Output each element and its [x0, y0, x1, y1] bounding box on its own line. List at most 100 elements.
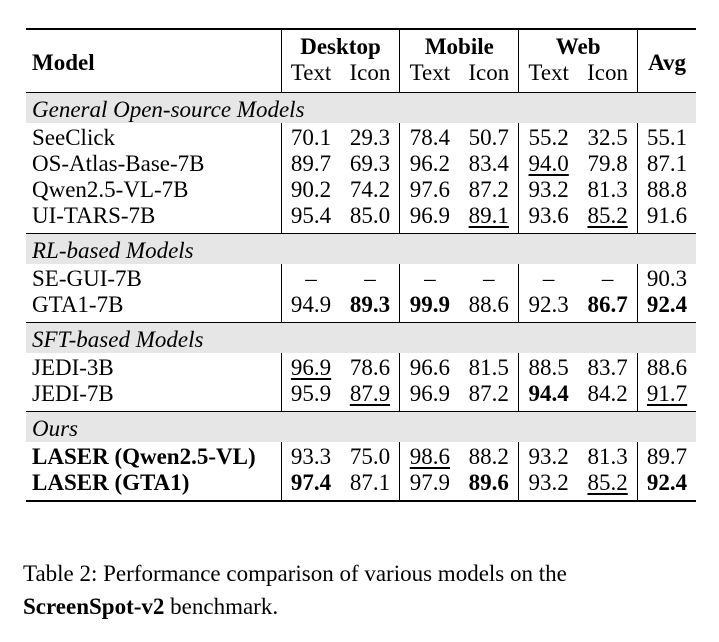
score-cell: 78.6 — [340, 353, 399, 381]
score-value: 89.1 — [468, 203, 509, 228]
score-value: – — [601, 266, 614, 291]
score-value: 74.2 — [349, 177, 391, 202]
score-value: 96.2 — [409, 151, 450, 176]
score-value: 98.6 — [409, 444, 450, 469]
score-cell: 88.8 — [637, 177, 696, 203]
score-cell: 81.5 — [459, 353, 518, 381]
score-cell: – — [459, 264, 518, 292]
score-cell: – — [399, 264, 460, 292]
model-name: LASER (GTA1) — [26, 470, 282, 502]
score-cell: 95.9 — [280, 381, 341, 412]
score-value: 89.7 — [646, 444, 688, 469]
score-cell: 85.2 — [578, 470, 638, 502]
score-cell: 89.1 — [459, 203, 518, 234]
score-value: 99.9 — [409, 292, 450, 317]
score-cell: 81.3 — [578, 177, 637, 203]
header-desktop-icon: Icon — [349, 60, 391, 85]
model-name: JEDI-3B — [32, 355, 114, 380]
score-cell: 97.9 — [399, 470, 460, 502]
table-row: LASER (Qwen2.5-VL) 93.3 75.0 98.6 88.2 93.2 81… — [26, 442, 696, 470]
model-name: SeeClick — [32, 125, 116, 150]
score-cell: 86.7 — [578, 292, 637, 323]
score-cell: 96.9 — [280, 353, 341, 381]
score-value: 75.0 — [349, 444, 391, 469]
section-title: RL-based Models — [26, 233, 696, 264]
score-value: 84.2 — [587, 381, 628, 406]
score-cell: 88.6 — [459, 292, 518, 323]
table-caption: Table 2: Performance comparison of vario… — [23, 557, 693, 623]
score-value: 88.5 — [528, 355, 569, 380]
score-value: 94.9 — [290, 292, 332, 317]
score-cell: 55.1 — [637, 123, 696, 151]
header-mobile: Mobile — [399, 28, 519, 60]
score-cell: 96.9 — [399, 203, 460, 234]
score-cell: 92.3 — [518, 292, 579, 323]
score-value: – — [424, 266, 436, 291]
score-value: 93.2 — [528, 177, 569, 202]
score-cell: 89.3 — [340, 292, 399, 323]
score-value: 89.6 — [468, 470, 509, 495]
score-value: 81.5 — [468, 355, 509, 380]
score-value: 86.7 — [587, 292, 628, 317]
score-value: 88.8 — [646, 177, 688, 202]
score-value: 97.4 — [290, 470, 332, 495]
score-cell: 92.4 — [637, 470, 696, 502]
score-value: 94.4 — [528, 381, 569, 406]
score-cell: 87.2 — [459, 381, 518, 412]
score-cell: 96.9 — [399, 381, 460, 412]
score-value: 32.5 — [587, 125, 628, 150]
score-cell: 83.4 — [459, 151, 518, 177]
score-cell: 94.4 — [518, 381, 579, 412]
score-cell: 84.2 — [578, 381, 637, 412]
header-desktop: Desktop — [280, 28, 400, 60]
section-title: SFT-based Models — [26, 322, 696, 353]
score-value: 55.1 — [646, 125, 688, 150]
score-value: 70.1 — [290, 125, 332, 150]
score-value: – — [364, 266, 376, 291]
score-cell: 32.5 — [578, 123, 637, 151]
score-value: 85.0 — [349, 203, 391, 228]
score-value: 50.7 — [468, 125, 509, 150]
score-cell: 79.8 — [578, 151, 637, 177]
score-value: 93.3 — [290, 444, 332, 469]
score-value: 97.9 — [409, 470, 450, 495]
score-value: 87.1 — [349, 470, 391, 495]
score-cell: 83.7 — [578, 353, 637, 381]
score-cell: 88.5 — [518, 353, 579, 381]
score-cell: 85.2 — [578, 203, 637, 234]
score-value: – — [483, 266, 495, 291]
score-value: 95.9 — [290, 381, 332, 406]
score-cell: 29.3 — [340, 123, 399, 151]
score-value: 81.3 — [587, 177, 628, 202]
score-cell: 90.2 — [280, 177, 341, 203]
score-value: 55.2 — [528, 125, 569, 150]
score-cell: 89.7 — [280, 151, 341, 177]
score-cell: 91.7 — [637, 381, 696, 412]
score-cell: 75.0 — [340, 442, 399, 470]
table-row: JEDI-7B 95.9 87.9 96.9 87.2 94.4 84.2 91.7 — [26, 381, 696, 412]
results-table: Model Desktop Mobile Web Avg Text Icon T… — [26, 28, 696, 502]
score-cell: 93.3 — [280, 442, 341, 470]
model-name: OS-Atlas-Base-7B — [32, 151, 205, 176]
header-model: Model — [26, 28, 282, 93]
score-value: – — [305, 266, 317, 291]
score-value: – — [542, 266, 555, 291]
score-cell: 78.4 — [399, 123, 460, 151]
score-value: 92.4 — [646, 292, 688, 317]
score-cell: 87.9 — [340, 381, 399, 412]
score-cell: 96.2 — [399, 151, 460, 177]
section-title: Ours — [26, 411, 696, 442]
header-mobile-text: Text — [399, 60, 460, 93]
header-web: Web — [518, 28, 638, 60]
section-header-row: SFT-based Models — [26, 322, 696, 353]
model-name: UI-TARS-7B — [32, 203, 156, 228]
score-value: 87.1 — [646, 151, 688, 176]
table-row: SE-GUI-7B – – – – – – 90.3 — [26, 264, 696, 292]
score-value: 78.4 — [409, 125, 450, 150]
table-row: UI-TARS-7B 95.4 85.0 96.9 89.1 93.6 85.2 91.6 — [26, 203, 696, 234]
score-cell: 92.4 — [637, 292, 696, 323]
score-value: 83.7 — [587, 355, 628, 380]
section-title: General Open-source Models — [26, 92, 696, 123]
table-row: OS-Atlas-Base-7B 89.7 69.3 96.2 83.4 94.0 79.8… — [26, 151, 696, 177]
score-cell: 94.9 — [280, 292, 341, 323]
